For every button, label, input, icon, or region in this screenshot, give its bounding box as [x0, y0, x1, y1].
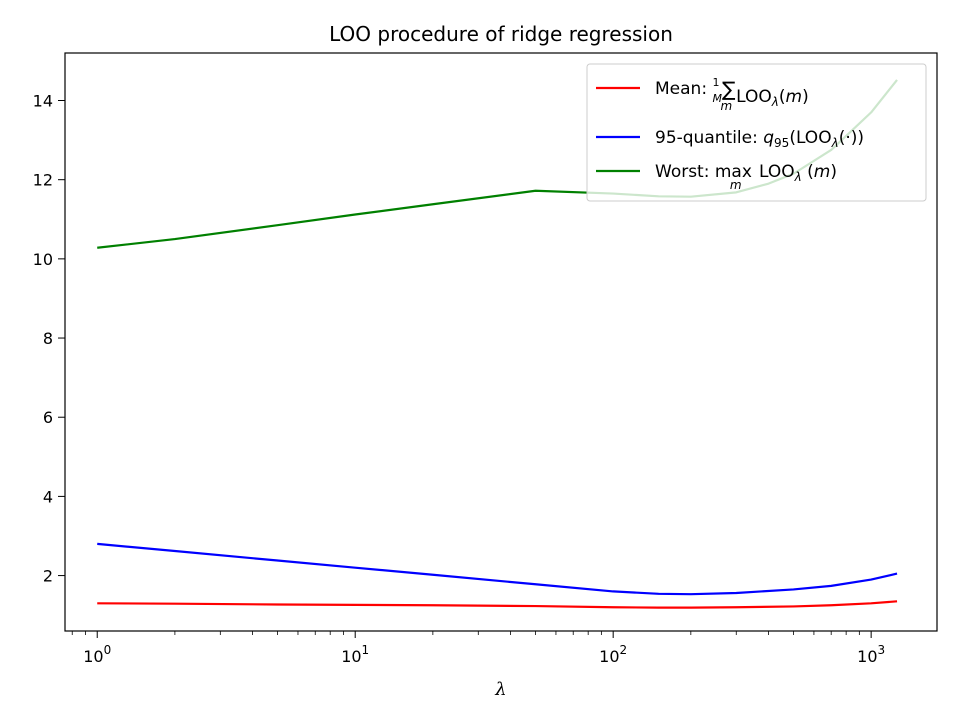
chart-title: LOO procedure of ridge regression	[329, 22, 673, 46]
y-axis: 2 4 6 8 10 12 14	[33, 92, 65, 586]
x-tick-label: 100	[83, 643, 111, 666]
y-tick-label: 8	[43, 329, 53, 348]
x-axis: 100 101 102 103	[71, 631, 885, 666]
x-axis-label: λ	[494, 679, 506, 700]
legend: Mean: 1 M∑ m LOOλ(m) 95-quantile: q95(LOOλ(…	[586, 63, 927, 202]
y-tick-label: 4	[43, 487, 53, 506]
y-tick-label: 12	[33, 171, 53, 190]
series-line-0	[97, 600, 898, 609]
y-tick-label: 10	[33, 250, 53, 269]
series-line-1	[97, 542, 898, 596]
legend-frame	[586, 63, 927, 202]
x-tick-label: 101	[341, 643, 369, 666]
y-tick-label: 6	[43, 408, 53, 427]
x-tick-label: 103	[857, 643, 885, 666]
y-tick-label: 14	[33, 92, 53, 111]
plot-border	[64, 52, 938, 632]
legend-entry-mean: Mean: 1 M∑ m LOOλ(m)	[655, 76, 809, 113]
legend-entry-quantile: 95-quantile: q95(LOOλ(·))	[655, 128, 864, 150]
x-tick-label: 102	[599, 643, 627, 666]
legend-entry-worst: Worst: max m LOOλ (m)	[655, 162, 837, 192]
y-tick-label: 2	[43, 567, 53, 586]
